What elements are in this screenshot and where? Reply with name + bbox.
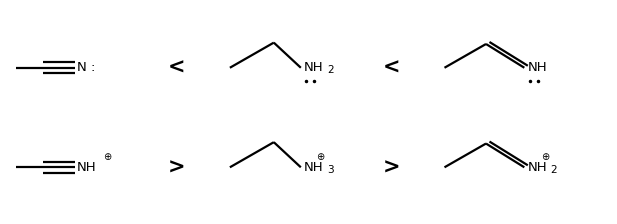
Text: NH: NH (528, 161, 547, 174)
Text: NH: NH (304, 61, 323, 74)
Text: NH: NH (528, 61, 547, 74)
Text: >: > (168, 157, 185, 177)
Text: <: < (168, 58, 185, 78)
Text: ⊕: ⊕ (103, 152, 111, 162)
Text: 3: 3 (327, 165, 334, 175)
Text: 2: 2 (327, 65, 334, 75)
Text: >: > (383, 157, 400, 177)
Text: NH: NH (77, 161, 97, 174)
Text: ⊕: ⊕ (316, 152, 325, 162)
Text: ⊕: ⊕ (541, 152, 549, 162)
Text: <: < (383, 58, 400, 78)
Text: N :: N : (77, 61, 96, 74)
Text: NH: NH (304, 161, 323, 174)
Text: 2: 2 (551, 165, 557, 175)
